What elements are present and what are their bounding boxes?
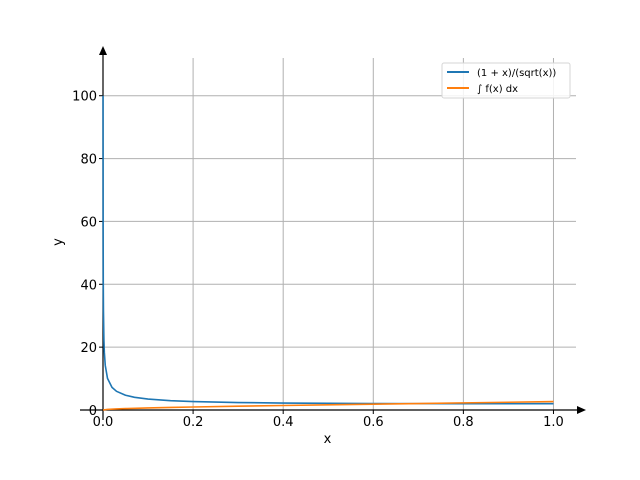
x-axis-label: x	[324, 432, 332, 447]
grid	[103, 58, 576, 410]
y-tick-label-3: 60	[80, 215, 97, 230]
series-line-0	[102, 95, 554, 405]
y-tick-label-1: 20	[80, 341, 97, 356]
x-tick-label-3: 0.6	[363, 415, 384, 430]
legend-label-integral: ∫ f(x) dx	[477, 84, 518, 95]
y-axis-label: y	[51, 238, 66, 246]
legend-box	[441, 62, 571, 99]
x-tick-label-5: 1.0	[543, 415, 564, 430]
x-tick-label-4: 0.8	[453, 415, 474, 430]
legend: (1 + x)/(sqrt(x)) ∫ f(x) dx	[441, 62, 571, 99]
series-lines	[102, 95, 554, 411]
y-tick-label-0: 0	[89, 404, 97, 419]
legend-label-curve: (1 + x)/(sqrt(x))	[477, 68, 556, 79]
y-tick-label-2: 40	[80, 278, 97, 293]
axes	[80, 46, 586, 420]
x-tick-label-2: 0.4	[273, 415, 294, 430]
series-line-1	[102, 400, 554, 411]
x-axis-arrow	[577, 406, 586, 414]
x-tick-label-1: 0.2	[183, 415, 204, 430]
x-tick-label-0: 0.0	[93, 415, 114, 430]
y-tick-label-5: 100	[72, 90, 97, 105]
ticks: 0.0 0.2 0.4 0.6 0.8 1.0 0 20 40 60 80 100	[72, 90, 564, 430]
y-axis-arrow	[99, 46, 107, 55]
y-tick-label-4: 80	[80, 153, 97, 168]
